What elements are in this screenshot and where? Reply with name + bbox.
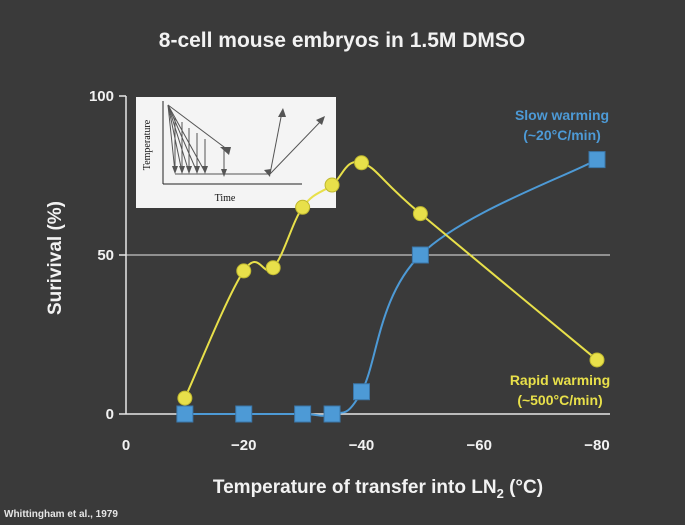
legend-rapid-line1: Rapid warming bbox=[510, 372, 610, 388]
series-rapid-point-0 bbox=[177, 390, 193, 406]
series-slow bbox=[176, 151, 606, 423]
series-slow-point-2 bbox=[294, 405, 312, 423]
series-slow-point-1 bbox=[235, 405, 253, 423]
inset-background bbox=[136, 97, 336, 208]
series-slow-point-3 bbox=[323, 405, 341, 423]
y-axis-title: Surivival (%) bbox=[45, 201, 66, 315]
x-axis-title: Temperature of transfer into LN2 (°C) bbox=[213, 477, 543, 501]
series-rapid-point-2 bbox=[265, 260, 281, 276]
series-rapid bbox=[177, 155, 605, 406]
series-rapid-point-3 bbox=[295, 199, 311, 215]
series-slow-point-5 bbox=[411, 246, 429, 264]
x-axis-title-main: Temperature of transfer into LN bbox=[213, 477, 497, 498]
series-rapid-point-4 bbox=[324, 177, 340, 193]
x-tick-label-4: −80 bbox=[584, 437, 609, 454]
series-slow-point-4 bbox=[353, 383, 370, 401]
x-tick-label-2: −40 bbox=[349, 437, 374, 454]
series-slow-point-6 bbox=[588, 151, 606, 169]
series-rapid-point-1 bbox=[236, 263, 252, 279]
x-ticks: 0 −20 −40 −60 −80 bbox=[122, 437, 610, 454]
series-layer bbox=[176, 151, 606, 423]
legend-slow-line1: Slow warming bbox=[515, 107, 609, 123]
x-tick-label-0: 0 bbox=[122, 437, 130, 454]
y-tick-label-0: 0 bbox=[106, 406, 114, 423]
x-tick-label-1: −20 bbox=[231, 437, 256, 454]
series-slow-point-0 bbox=[176, 405, 194, 423]
y-ticks: 0 50 100 bbox=[89, 88, 126, 423]
series-rapid-point-6 bbox=[412, 206, 428, 222]
legend-rapid-line2: (~500°C/min) bbox=[517, 392, 602, 408]
x-tick-label-3: −60 bbox=[467, 437, 492, 454]
citation: Whittingham et al., 1979 bbox=[4, 509, 118, 520]
inset-schematic: Temperature Time bbox=[136, 97, 336, 208]
legend-slow-line2: (~20°C/min) bbox=[523, 127, 601, 143]
chart-title: 8-cell mouse embryos in 1.5M DMSO bbox=[159, 29, 525, 52]
inset-y-label: Temperature bbox=[142, 119, 153, 170]
series-rapid-point-7 bbox=[589, 352, 605, 368]
y-tick-label-1: 50 bbox=[97, 247, 114, 264]
series-rapid-point-5 bbox=[354, 155, 369, 171]
y-tick-label-2: 100 bbox=[89, 88, 114, 105]
x-axis-title-unit: (°C) bbox=[504, 477, 543, 498]
x-axis-title-subscript: 2 bbox=[497, 486, 504, 501]
inset-x-label: Time bbox=[215, 193, 236, 204]
